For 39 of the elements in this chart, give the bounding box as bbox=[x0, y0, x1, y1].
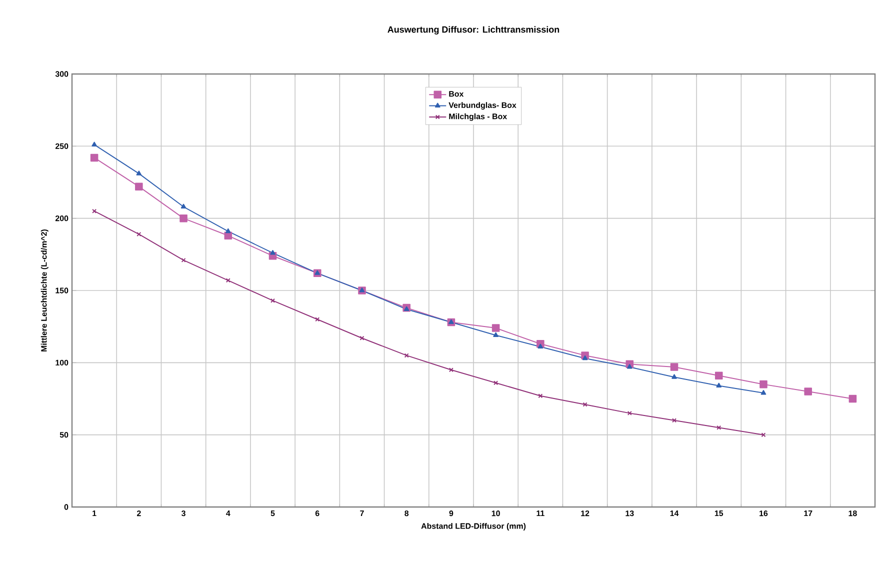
point bbox=[582, 355, 588, 360]
point bbox=[494, 380, 498, 386]
point bbox=[360, 336, 364, 340]
point bbox=[136, 170, 142, 176]
point bbox=[404, 306, 410, 312]
point bbox=[90, 154, 98, 162]
point bbox=[448, 319, 454, 324]
point bbox=[492, 324, 500, 332]
chart-title: Auswertung Diffusor: Lichttransmission bbox=[388, 26, 560, 35]
point bbox=[716, 425, 722, 430]
point bbox=[136, 232, 142, 236]
point bbox=[270, 250, 276, 255]
point bbox=[270, 298, 276, 303]
point bbox=[672, 374, 677, 379]
point bbox=[180, 214, 188, 222]
point bbox=[714, 372, 723, 380]
point bbox=[760, 380, 768, 388]
point bbox=[314, 270, 320, 275]
point bbox=[538, 394, 543, 398]
point bbox=[181, 258, 186, 262]
point bbox=[716, 382, 722, 388]
point bbox=[804, 388, 812, 396]
point bbox=[848, 394, 857, 403]
point bbox=[315, 317, 320, 322]
point bbox=[582, 402, 588, 407]
point bbox=[448, 368, 454, 372]
point bbox=[670, 363, 678, 371]
point bbox=[135, 182, 143, 190]
point bbox=[493, 332, 498, 337]
point bbox=[92, 142, 97, 146]
point bbox=[627, 410, 632, 416]
point bbox=[672, 418, 677, 423]
point bbox=[760, 390, 766, 395]
point bbox=[180, 204, 186, 209]
point bbox=[626, 364, 632, 369]
point bbox=[404, 353, 409, 358]
point bbox=[226, 278, 230, 283]
point bbox=[225, 228, 231, 234]
point bbox=[538, 344, 544, 349]
